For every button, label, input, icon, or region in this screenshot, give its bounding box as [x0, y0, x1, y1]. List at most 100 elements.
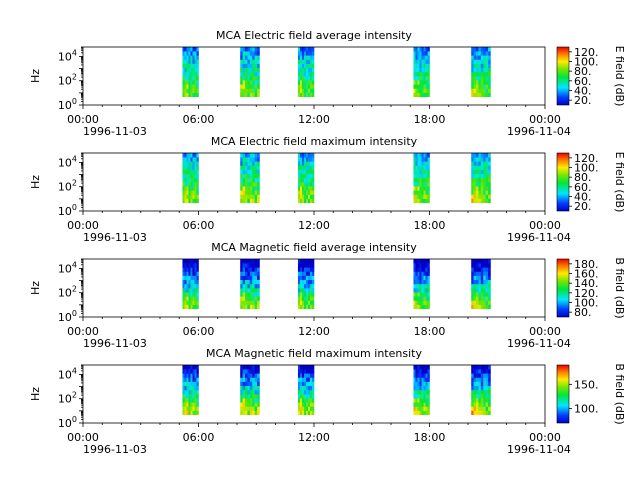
spectrogram-cell: [188, 398, 191, 403]
spectrogram-cell: [252, 267, 255, 272]
spectrogram-cell: [190, 47, 193, 52]
spectrogram-cell: [186, 410, 189, 416]
spectrogram-cell: [303, 51, 307, 56]
spectrogram-cell: [413, 153, 416, 158]
spectrogram-cell: [245, 51, 248, 56]
spectrogram-cell: [413, 88, 416, 93]
spectrogram-cell: [192, 288, 195, 293]
spectrogram-cell: [419, 373, 422, 378]
spectrogram-cell: [299, 275, 303, 281]
spectrogram-cell: [242, 194, 246, 199]
spectrogram-cell: [309, 406, 313, 411]
spectrogram-cell: [488, 169, 491, 175]
spectrogram-cell: [427, 88, 430, 93]
spectrogram-cell: [190, 263, 193, 268]
spectrogram-cell: [427, 92, 430, 98]
spectrogram-cell: [188, 76, 191, 81]
spectrogram-cell: [478, 296, 482, 301]
colorbar: 20.40.60.80.100.120. E field (dB): [556, 152, 626, 213]
spectrogram-cell: [299, 157, 303, 162]
spectrogram-cell: [488, 182, 491, 187]
spectrogram-cell: [309, 153, 313, 158]
spectrogram-cell: [421, 394, 424, 399]
spectrogram-cell: [478, 283, 482, 289]
spectrogram-cell: [240, 369, 243, 374]
spectrogram-cell: [419, 259, 422, 264]
spectrogram-cell: [249, 275, 253, 281]
date-label-start: 1996-11-03: [83, 443, 147, 456]
spectrogram-cell: [419, 283, 422, 289]
spectrogram-cell: [247, 288, 251, 293]
spectrogram-cell: [245, 394, 248, 399]
spectrogram-cell: [247, 169, 251, 175]
spectrogram-cell: [196, 47, 199, 52]
spectrogram-cell: [309, 288, 313, 293]
spectrogram-cell: [186, 67, 189, 73]
spectrogram-cell: [245, 190, 248, 195]
spectrogram-cell: [186, 377, 189, 382]
spectrogram-cell: [476, 67, 479, 73]
spectrogram-cell: [421, 92, 424, 98]
spectrogram-cell: [476, 84, 479, 89]
spectrogram-cell: [249, 259, 253, 264]
spectrogram-cell: [182, 381, 185, 387]
spectrogram-cell: [421, 182, 424, 187]
spectrogram-cell: [473, 59, 477, 64]
spectrogram-cell: [307, 263, 311, 268]
x-tick-label: 00:00: [529, 219, 561, 232]
spectrogram-cell: [245, 292, 248, 297]
spectrogram-cell: [257, 71, 260, 77]
spectrogram-cell: [488, 389, 491, 395]
spectrogram-cell: [252, 157, 255, 162]
spectrogram-cell: [413, 157, 416, 162]
spectrogram-cell: [478, 377, 482, 382]
spectrogram-cell: [478, 153, 482, 158]
spectrogram-cell: [476, 377, 479, 382]
spectrogram-cell: [419, 410, 422, 416]
spectrogram-cell: [485, 190, 489, 195]
spectrogram-cell: [186, 402, 189, 407]
spectrogram-cell: [194, 385, 197, 391]
spectrogram-cell: [242, 186, 246, 191]
spectrogram-cell: [423, 92, 426, 98]
spectrogram-cell: [242, 67, 246, 73]
spectrogram-cell: [488, 165, 491, 170]
spectrogram-cell: [421, 67, 424, 73]
spectrogram-cell: [413, 67, 416, 73]
spectrogram-cell: [297, 377, 301, 382]
spectrogram-cell: [423, 389, 426, 395]
spectrogram-cell: [190, 161, 193, 166]
spectrogram-cell: [305, 275, 309, 281]
spectrogram-cell: [427, 153, 430, 158]
spectrogram-cell: [307, 161, 311, 166]
spectrogram-cell: [254, 385, 258, 391]
spectrogram-cell: [190, 385, 193, 391]
spectrogram-cell: [483, 173, 486, 179]
spectrogram-cell: [257, 275, 260, 281]
spectrogram-cell: [480, 406, 484, 411]
spectrogram-cell: [415, 385, 418, 391]
spectrogram-cell: [485, 296, 489, 301]
spectrogram-cell: [188, 51, 191, 56]
spectrogram-cell: [488, 292, 491, 297]
spectrogram-cell: [473, 389, 477, 395]
colorbar-tick-label: 100.: [574, 162, 599, 175]
spectrogram-cell: [483, 169, 486, 175]
spectrogram-cell: [415, 288, 418, 293]
spectrogram-cell: [478, 169, 482, 175]
spectrogram-cell: [297, 157, 301, 162]
spectrogram-cell: [417, 296, 420, 301]
spectrogram-cell: [196, 161, 199, 166]
spectrogram-cell: [184, 406, 187, 411]
spectrogram-cell: [473, 365, 477, 370]
spectrogram-cell: [473, 283, 477, 289]
spectrogram-cell: [311, 55, 315, 60]
spectrogram-cell: [419, 173, 422, 179]
spectrogram-cell: [413, 190, 416, 195]
spectrogram-cell: [423, 59, 426, 64]
spectrogram-cell: [417, 288, 420, 293]
data-segment: [297, 153, 315, 204]
data-segment: [413, 47, 430, 98]
spectrogram-cell: [188, 177, 191, 183]
spectrogram-cell: [240, 194, 243, 199]
